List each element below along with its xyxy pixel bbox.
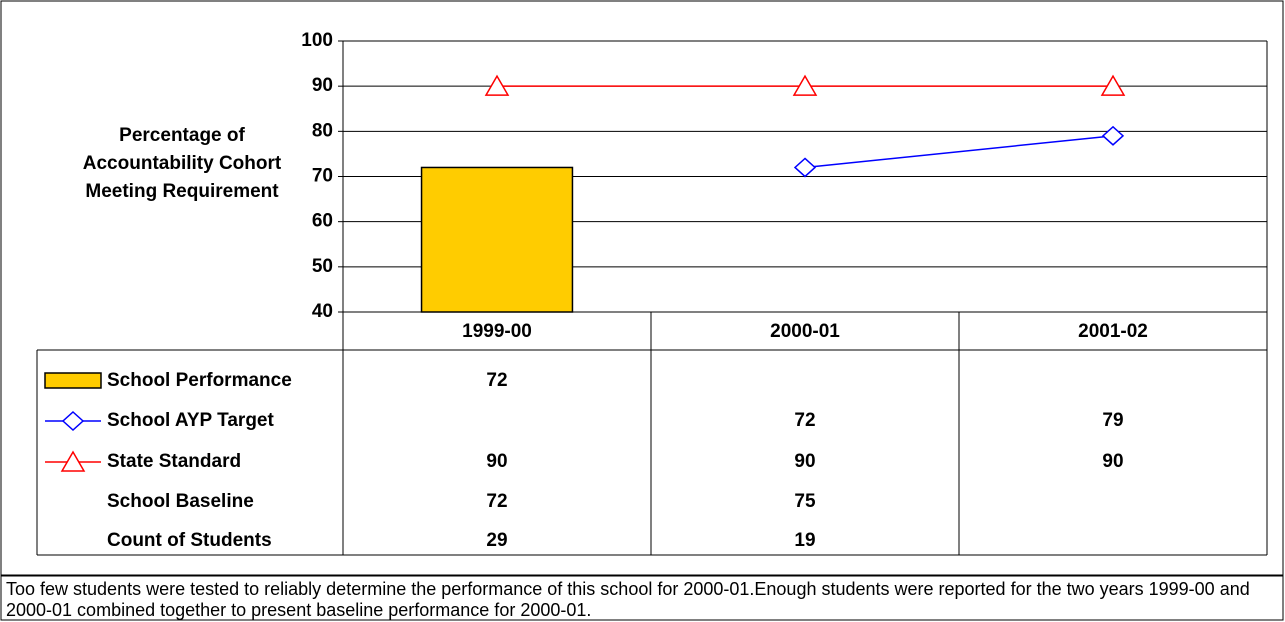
legend-label: State Standard: [107, 451, 241, 472]
y-tick-label: 60: [312, 211, 333, 232]
bar: [420, 166, 574, 313]
legend-key: [60, 450, 86, 472]
y-tick-label: 80: [312, 120, 333, 141]
table-value: 72: [486, 491, 507, 512]
legend-key: [44, 372, 102, 389]
marker: [793, 157, 817, 178]
table-value: 79: [1102, 410, 1123, 431]
y-tick-label: 50: [312, 256, 333, 277]
table-value: 72: [486, 370, 507, 391]
y-tick-label: 40: [312, 301, 333, 322]
y-tick-label: 90: [312, 75, 333, 96]
line: [804, 135, 1114, 169]
row-label: School Baseline: [107, 491, 254, 512]
table-value: 75: [794, 491, 816, 512]
y-tick-label: 70: [312, 166, 333, 187]
row-label: Count of Students: [107, 530, 272, 551]
x-tick-label: 1999-00: [462, 321, 532, 342]
legend-label: School Performance: [107, 370, 292, 391]
x-tick-label: 2000-01: [770, 321, 840, 342]
table-value: 72: [794, 410, 815, 431]
marker: [1100, 74, 1126, 96]
y-tick-label: 100: [301, 30, 333, 51]
legend-label: School AYP Target: [107, 410, 274, 431]
table-value: 90: [1102, 451, 1123, 472]
footnote: Too few students were tested to reliably…: [6, 579, 1250, 620]
marker: [792, 74, 818, 96]
legend-key: [61, 410, 85, 432]
marker: [484, 74, 510, 96]
note-frame: [0, 575, 1284, 621]
x-tick-label: 2001-02: [1078, 321, 1148, 342]
table-value: 90: [486, 451, 507, 472]
marker: [1101, 125, 1125, 146]
table-value: 29: [486, 530, 507, 551]
chart-frame: [0, 0, 1284, 576]
table-value: 90: [794, 451, 815, 472]
table-value: 19: [794, 530, 815, 551]
y-axis-label: Percentage of Accountability Cohort Meet…: [82, 125, 282, 202]
